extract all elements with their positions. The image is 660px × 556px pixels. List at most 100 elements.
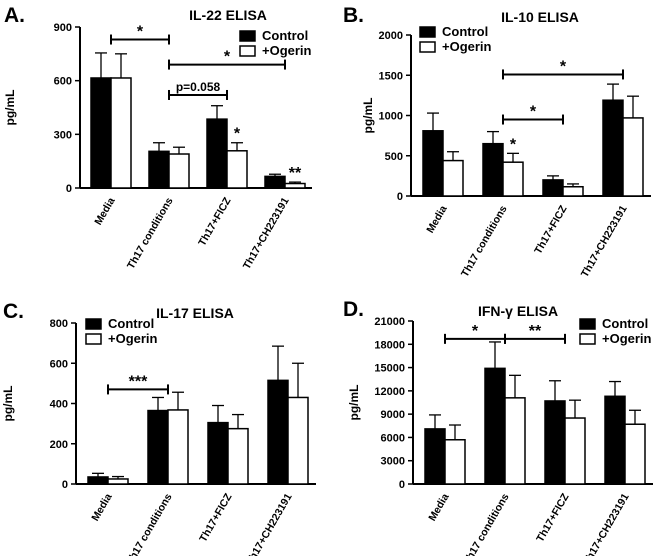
y-tick-label: 6000	[381, 432, 405, 444]
chart-title: IL-22 ELISA	[189, 7, 267, 23]
chart-title: IL-17 ELISA	[156, 305, 234, 321]
y-tick-label: 600	[50, 358, 68, 370]
legend-label: Control	[442, 24, 488, 39]
legend-label: +Ogerin	[262, 43, 312, 58]
bar-control	[422, 130, 444, 197]
bar-control	[542, 179, 564, 197]
bar-ogerin	[624, 423, 646, 485]
y-tick-label: 15000	[374, 363, 405, 375]
y-tick-label: 1000	[379, 111, 403, 123]
y-tick-label: 900	[54, 22, 72, 34]
legend-label: +Ogerin	[108, 331, 158, 346]
legend-swatch	[579, 318, 596, 330]
legend-label: +Ogerin	[602, 331, 652, 346]
legend-swatch	[419, 41, 436, 53]
significance-label: p=0.058	[176, 80, 221, 94]
x-category-label: Media	[92, 195, 117, 227]
bar-ogerin	[227, 427, 249, 485]
x-category-label: Media	[89, 491, 114, 523]
bar-control	[267, 379, 289, 485]
y-axis-label: pg/mL	[361, 98, 375, 134]
legend-label: Control	[262, 28, 308, 43]
y-axis-label: pg/mL	[3, 90, 17, 126]
y-tick-label: 300	[54, 129, 72, 141]
bar-ogerin	[110, 77, 132, 189]
bar-ogerin	[168, 153, 190, 189]
x-category-label: Th17+FICZ	[534, 491, 572, 544]
bar-ogerin	[167, 409, 189, 485]
significance-label: *	[560, 58, 567, 75]
chart-title: IFN-γ ELISA	[478, 303, 558, 319]
chart-panel-4: D. IFN-γ ELISA pg/mL 0 3000 6000 9000 12000 1500…	[343, 298, 653, 556]
y-tick-label: 0	[399, 479, 405, 491]
x-category-label: Th17 conditions	[124, 491, 175, 556]
bar-ogerin	[562, 185, 584, 197]
significance-label: *	[224, 49, 231, 66]
legend-swatch	[85, 333, 102, 345]
significance-star: *	[234, 126, 241, 143]
legend-swatch	[579, 333, 596, 345]
significance-label: *	[472, 323, 479, 340]
x-category-label: Th17+CH223191	[579, 203, 630, 279]
bar-control	[424, 428, 446, 485]
bar-ogerin	[444, 439, 466, 485]
bar-control	[147, 409, 169, 485]
bar-control	[484, 367, 506, 485]
y-tick-label: 200	[50, 439, 68, 451]
y-axis-label: pg/mL	[347, 385, 361, 421]
x-category-label: Th17+FICZ	[197, 491, 235, 544]
bar-ogerin	[564, 417, 586, 485]
x-category-label: Th17 conditions	[459, 203, 510, 279]
bar-control	[90, 77, 112, 189]
panel-letter: B.	[343, 4, 364, 27]
bar-control	[482, 142, 504, 197]
bar-ogerin	[284, 182, 306, 189]
y-tick-label: 18000	[374, 339, 405, 351]
significance-label: **	[529, 323, 542, 340]
bar-ogerin	[287, 396, 309, 485]
bar-control	[264, 175, 286, 189]
y-tick-label: 0	[397, 191, 403, 203]
legend-label: Control	[108, 316, 154, 331]
bar-control	[206, 118, 228, 189]
bar-control	[148, 150, 170, 189]
bar-ogerin	[502, 161, 524, 197]
y-tick-label: 1500	[379, 70, 403, 82]
significance-star: *	[510, 136, 517, 153]
significance-star: **	[289, 165, 302, 182]
bar-ogerin	[226, 150, 248, 189]
bar-control	[544, 400, 566, 485]
chart-panel-1: A. IL-22 ELISA pg/mL 0 300 600 900 Media Th17 co…	[3, 4, 312, 272]
bar-control	[87, 476, 109, 485]
legend-label: Control	[602, 316, 648, 331]
significance-label: ***	[129, 373, 148, 390]
x-category-label: Th17+CH223191	[244, 491, 295, 556]
panel-letter: D.	[343, 298, 364, 321]
bar-ogerin	[622, 117, 644, 197]
x-category-label: Th17+FICZ	[196, 195, 234, 248]
x-category-label: Media	[424, 203, 449, 235]
y-tick-label: 21000	[374, 316, 405, 328]
bar-control	[207, 421, 229, 485]
panel-letter: C.	[3, 300, 24, 323]
x-category-label: Th17 conditions	[125, 195, 176, 271]
legend-swatch	[239, 45, 256, 57]
bar-control	[602, 99, 624, 197]
y-tick-label: 2000	[379, 30, 403, 42]
y-tick-label: 3000	[381, 456, 405, 468]
significance-label: *	[137, 24, 144, 41]
x-category-label: Th17+CH223191	[241, 195, 292, 271]
y-tick-label: 600	[54, 76, 72, 88]
bar-ogerin	[442, 159, 464, 197]
bar-control	[604, 395, 626, 485]
x-category-label: Th17 conditions	[461, 491, 512, 556]
bar-ogerin	[107, 478, 129, 485]
y-tick-label: 800	[50, 318, 68, 330]
panel-letter: A.	[4, 4, 25, 27]
y-tick-label: 9000	[381, 409, 405, 421]
y-tick-label: 400	[50, 399, 68, 411]
chart-panel-2: B. IL-10 ELISA pg/mL 0 500 1000 1500 2000 Media T…	[343, 4, 651, 280]
legend-swatch	[239, 30, 256, 42]
legend-swatch	[85, 318, 102, 330]
